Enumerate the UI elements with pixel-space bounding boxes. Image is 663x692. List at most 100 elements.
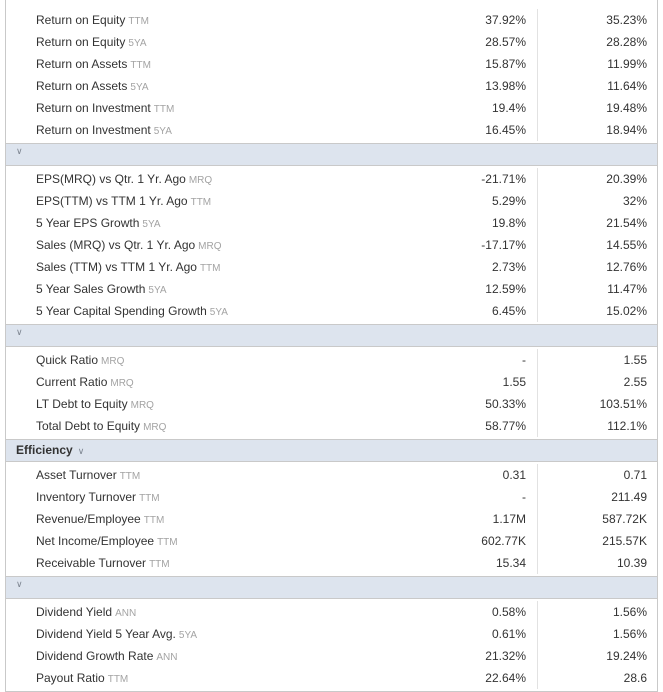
row-label: EPS(TTM) vs TTM 1 Yr. Ago TTM — [36, 190, 211, 212]
table-row: Payout Ratio TTM 22.64% 28.6 — [6, 667, 657, 689]
column-divider — [537, 97, 538, 119]
metric-name: Total Debt to Equity — [36, 419, 141, 433]
metric-name: 5 Year Sales Growth — [36, 282, 146, 296]
company-value: 28.57% — [485, 35, 526, 49]
company-value: 0.31 — [502, 468, 526, 482]
period-tag: TTM — [139, 493, 160, 504]
industry-value: 11.99% — [607, 57, 647, 71]
section-header[interactable]: ∨ — [6, 143, 657, 166]
period-tag: ANN — [115, 608, 137, 619]
industry-value: 32% — [622, 194, 647, 208]
metric-name: Dividend Yield — [36, 605, 113, 619]
company-value: 16.45% — [485, 123, 526, 137]
company-value: 12.59% — [485, 282, 526, 296]
table-row: Receivable Turnover TTM 15.34 10.39 — [6, 552, 657, 574]
industry-value: 35.23% — [606, 13, 647, 27]
period-tag: MRQ — [143, 422, 167, 433]
column-divider — [537, 31, 538, 53]
section-header[interactable]: ∨ — [6, 576, 657, 599]
metric-name: Receivable Turnover — [36, 556, 147, 570]
company-value: 58.77% — [485, 419, 526, 433]
table-row: Sales (MRQ) vs Qtr. 1 Yr. Ago MRQ -17.17% 1… — [6, 234, 657, 256]
section-header[interactable]: ∨ — [6, 324, 657, 347]
column-divider — [537, 667, 538, 689]
section-rows: Asset Turnover TTM 0.31 0.71 Inventory Turno… — [6, 462, 657, 576]
industry-value: 1.56% — [612, 605, 647, 619]
section-header[interactable]: Efficiency ∨ — [6, 439, 657, 462]
industry-value: 28.6 — [623, 671, 647, 685]
section-rows: EPS(MRQ) vs Qtr. 1 Yr. Ago MRQ -21.71% 20.3… — [6, 166, 657, 324]
row-label: Current Ratio MRQ — [36, 371, 134, 393]
metric-name: LT Debt to Equity — [36, 397, 128, 411]
column-divider — [537, 371, 538, 393]
section-rows: Dividend Yield ANN 0.58% 1.56% Dividend Yiel… — [6, 599, 657, 691]
metric-name: Quick Ratio — [36, 353, 99, 367]
column-divider — [537, 393, 538, 415]
metric-name: 5 Year EPS Growth — [36, 216, 140, 230]
ratios-table: Return on Equity TTM 37.92% 35.23% Return on… — [5, 0, 658, 692]
metric-name: Return on Equity — [36, 35, 126, 49]
section-rows: Return on Equity TTM 37.92% 35.23% Return on… — [6, 0, 657, 143]
period-tag: TTM — [130, 60, 151, 71]
metric-name: Dividend Growth Rate — [36, 649, 154, 663]
table-row: 5 Year EPS Growth 5YA 19.8% 21.54% — [6, 212, 657, 234]
metric-name: Inventory Turnover — [36, 490, 137, 504]
column-divider — [537, 486, 538, 508]
table-row: Dividend Yield 5 Year Avg. 5YA 0.61% 1.56% — [6, 623, 657, 645]
metric-name: EPS(MRQ) vs Qtr. 1 Yr. Ago — [36, 172, 186, 186]
company-value: 37.92% — [485, 13, 526, 27]
period-tag: MRQ — [110, 378, 134, 389]
column-divider — [537, 75, 538, 97]
company-value: 50.33% — [485, 397, 526, 411]
section-rows: Quick Ratio MRQ -1.55 Current Ratio MRQ 1.55 2… — [6, 347, 657, 439]
table-row: Return on Investment TTM 19.4% 19.48% — [6, 97, 657, 119]
table-row: Sales (TTM) vs TTM 1 Yr. Ago TTM 2.73% 12.7… — [6, 256, 657, 278]
row-label: LT Debt to Equity MRQ — [36, 393, 154, 415]
period-tag: 5YA — [142, 219, 161, 230]
row-label: Dividend Yield ANN — [36, 601, 136, 623]
row-label: Receivable Turnover TTM — [36, 552, 170, 574]
chevron-down-icon[interactable]: ∨ — [77, 446, 85, 456]
row-label: Return on Investment 5YA — [36, 119, 172, 141]
chevron-down-icon[interactable]: ∨ — [16, 327, 23, 337]
company-value: - — [522, 353, 526, 367]
industry-value: 11.47% — [607, 282, 647, 296]
company-value: 602.77K — [481, 534, 526, 548]
industry-value: 215.57K — [602, 534, 647, 548]
metric-name: Dividend Yield 5 Year Avg. — [36, 627, 176, 641]
section-title[interactable]: Efficiency ∨ — [16, 440, 84, 462]
column-divider — [537, 53, 538, 75]
column-divider — [537, 119, 538, 141]
company-value: 5.29% — [491, 194, 526, 208]
column-divider — [537, 278, 538, 300]
company-value: 0.58% — [491, 605, 526, 619]
industry-value: 19.48% — [606, 101, 647, 115]
column-divider — [537, 464, 538, 486]
table-row: Return on Assets TTM 15.87% 11.99% — [6, 53, 657, 75]
row-label: Return on Equity 5YA — [36, 31, 147, 53]
table-row: EPS(MRQ) vs Qtr. 1 Yr. Ago MRQ -21.71% 20.3… — [6, 168, 657, 190]
table-row: Dividend Growth Rate ANN 21.32% 19.24% — [6, 645, 657, 667]
chevron-down-icon[interactable]: ∨ — [16, 579, 23, 589]
column-divider — [537, 212, 538, 234]
column-divider — [537, 623, 538, 645]
metric-name: Sales (MRQ) vs Qtr. 1 Yr. Ago — [36, 238, 196, 252]
row-label: 5 Year Capital Spending Growth 5YA — [36, 300, 228, 322]
company-value: 2.73% — [491, 260, 526, 274]
row-label: Return on Equity TTM — [36, 9, 149, 31]
industry-value: 19.24% — [606, 649, 647, 663]
table-row: Dividend Yield ANN 0.58% 1.56% — [6, 601, 657, 623]
row-label: Total Debt to Equity MRQ — [36, 415, 166, 437]
period-tag: TTM — [190, 197, 212, 208]
row-label: Dividend Growth Rate ANN — [36, 645, 178, 667]
row-label: Revenue/Employee TTM — [36, 508, 164, 530]
chevron-down-icon[interactable]: ∨ — [16, 146, 23, 156]
column-divider — [537, 168, 538, 190]
period-tag: TTM — [143, 515, 165, 526]
period-tag: TTM — [107, 674, 129, 685]
metric-name: Return on Investment — [36, 101, 151, 115]
company-value: 0.61% — [491, 627, 526, 641]
industry-value: 21.54% — [606, 216, 647, 230]
column-divider — [537, 415, 538, 437]
company-value: -21.71% — [481, 172, 526, 186]
